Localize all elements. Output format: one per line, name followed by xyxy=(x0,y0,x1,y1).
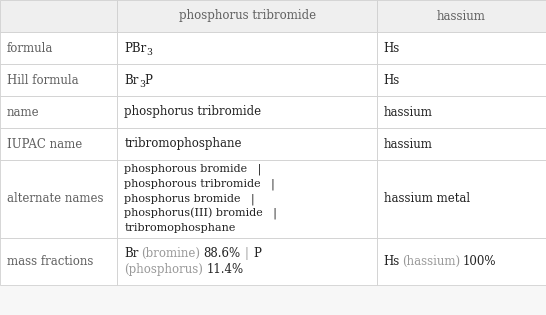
Bar xyxy=(377,160,546,238)
Text: hassium: hassium xyxy=(384,138,432,151)
Text: |: | xyxy=(245,247,249,260)
Text: Hs: Hs xyxy=(384,42,400,54)
Text: P: P xyxy=(145,73,152,87)
Text: Hs: Hs xyxy=(384,73,400,87)
Text: hassium: hassium xyxy=(437,9,486,22)
Text: hassium metal: hassium metal xyxy=(384,192,470,205)
Bar xyxy=(117,64,377,96)
Bar xyxy=(117,96,377,128)
Text: phosphorus bromide   |: phosphorus bromide | xyxy=(124,193,255,205)
Bar xyxy=(117,238,377,285)
Text: (phosphorus): (phosphorus) xyxy=(124,263,203,276)
Text: hassium: hassium xyxy=(384,106,432,118)
Text: phosphorous bromide   |: phosphorous bromide | xyxy=(124,164,262,175)
Text: IUPAC name: IUPAC name xyxy=(7,138,82,151)
Text: 3: 3 xyxy=(147,48,152,57)
Text: 3: 3 xyxy=(139,80,145,89)
Text: alternate names: alternate names xyxy=(7,192,104,205)
Text: formula: formula xyxy=(7,42,54,54)
Text: phosphorus tribromide: phosphorus tribromide xyxy=(124,106,262,118)
Bar xyxy=(0,64,117,96)
Text: phosphorus(III) bromide   |: phosphorus(III) bromide | xyxy=(124,208,277,220)
Text: mass fractions: mass fractions xyxy=(7,255,93,268)
Bar xyxy=(377,96,546,128)
Bar xyxy=(117,32,377,64)
Text: PBr: PBr xyxy=(124,42,147,54)
Bar xyxy=(0,0,117,32)
Text: name: name xyxy=(7,106,40,118)
Bar xyxy=(0,32,117,64)
Bar xyxy=(377,64,546,96)
Text: 100%: 100% xyxy=(463,255,497,268)
Bar xyxy=(117,128,377,160)
Text: 11.4%: 11.4% xyxy=(206,263,244,276)
Text: Hill formula: Hill formula xyxy=(7,73,79,87)
Bar xyxy=(0,238,117,285)
Text: 88.6%: 88.6% xyxy=(203,247,240,260)
Text: P: P xyxy=(254,247,262,260)
Text: phosphorus tribromide: phosphorus tribromide xyxy=(179,9,316,22)
Bar xyxy=(0,160,117,238)
Text: Br: Br xyxy=(124,247,139,260)
Bar xyxy=(377,238,546,285)
Text: (hassium): (hassium) xyxy=(402,255,460,268)
Text: tribromophosphane: tribromophosphane xyxy=(124,223,236,233)
Bar xyxy=(117,160,377,238)
Text: tribromophosphane: tribromophosphane xyxy=(124,138,242,151)
Bar xyxy=(377,0,546,32)
Bar xyxy=(117,0,377,32)
Bar xyxy=(0,128,117,160)
Bar xyxy=(377,128,546,160)
Text: (bromine): (bromine) xyxy=(141,247,200,260)
Text: Br: Br xyxy=(124,73,139,87)
Bar xyxy=(0,96,117,128)
Bar xyxy=(377,32,546,64)
Text: phosphorous tribromide   |: phosphorous tribromide | xyxy=(124,179,275,190)
Text: Hs: Hs xyxy=(384,255,400,268)
